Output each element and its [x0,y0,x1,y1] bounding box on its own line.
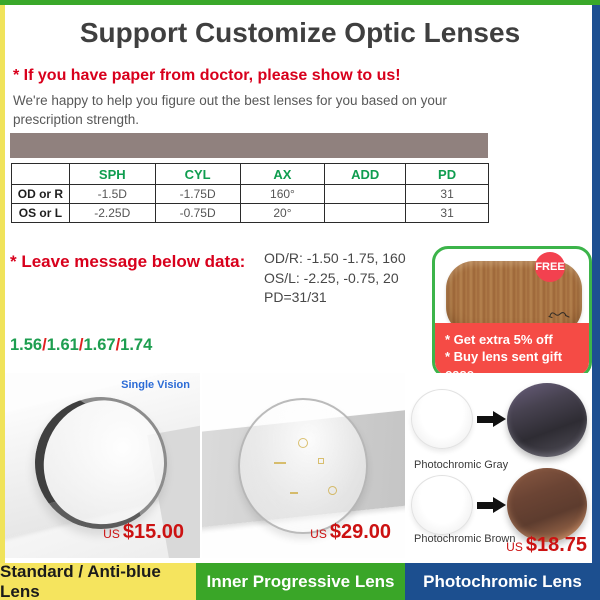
brown-tinted-lens-image [507,468,587,542]
photochromic-gray-label: Photochromic Gray [414,459,509,471]
prescription-table: SPH CYL AX ADD PD OD or R -1.5D -1.75D 1… [11,163,489,223]
refractive-index-list: 1.56/1.61/1.67/1.74 [10,336,152,355]
photochromic-brown-label: Photochromic Brown [414,533,516,545]
promo-line-gift-case: * Buy lens sent gift case [445,349,563,378]
price-amount: $18.75 [525,534,587,556]
cell-od-cyl: -1.75D [154,184,241,204]
arrow-right-icon [477,497,507,513]
promo-band: * Get extra 5% off * Buy lens sent gift … [435,323,589,375]
currency-label: US [310,527,327,541]
table-row: OS or L -2.25D -0.75D 20° 31 [11,203,489,223]
row-label-os: OS or L [11,203,70,223]
index-167: 1.67 [83,336,116,354]
message-line-osl: OS/L: -2.25, -0.75, 20 [264,269,399,286]
price-amount: $29.00 [329,521,391,543]
col-header-cyl: CYL [154,163,241,185]
right-border [592,5,600,563]
divider-bar [10,133,488,158]
message-line-odr: OD/R: -1.50 -1.75, 160 [264,250,406,266]
gray-tinted-lens-image [507,383,587,457]
index-174: 1.74 [120,336,153,354]
clear-lens-image [411,389,473,449]
free-badge: FREE [535,252,565,282]
progressive-lens-image [238,398,368,534]
cell-od-ax: 160° [239,184,326,204]
doctor-note: * If you have paper from doctor, please … [13,67,401,84]
cell-os-pd: 31 [405,203,489,223]
standard-lens-photo: Single Vision US $15.00 [5,373,200,558]
currency-label: US [506,540,523,554]
standard-lens-price: US $15.00 [103,521,184,544]
top-border [0,0,600,5]
currency-label: US [103,527,120,541]
progressive-lens-photo: US $29.00 [202,373,405,558]
corner-cell [11,163,70,185]
glasses-logo-icon [548,307,570,325]
cell-os-add [324,203,407,223]
arrow-right-icon [477,411,507,427]
prescription-message: OD/R: -1.50 -1.75, 160 OS/L: -2.25, -0.7… [264,249,406,308]
index-161: 1.61 [46,336,79,354]
gift-case-card: FREE * Get extra 5% off * Buy lens sent … [432,246,592,378]
price-amount: $15.00 [122,521,184,543]
message-line-pd: PD=31/31 [264,289,327,305]
col-header-add: ADD [324,163,407,185]
cell-os-sph: -2.25D [68,203,156,223]
index-separator: / [115,336,121,354]
cell-od-sph: -1.5D [68,184,156,204]
col-header-pd: PD [405,163,489,185]
table-header-row: SPH CYL AX ADD PD [11,163,489,185]
page-title: Support Customize Optic Lenses [79,17,521,48]
photochromic-lens-photo: Photochromic Gray Photochromic Brown US $… [405,373,592,558]
lens-category-tabs: Standard / Anti-blue Lens Inner Progress… [0,562,600,600]
photochromic-lens-price: US $18.75 [506,534,587,557]
col-header-sph: SPH [68,163,156,185]
tab-inner-progressive-lens: Inner Progressive Lens [196,563,405,600]
cell-od-pd: 31 [405,184,489,204]
table-row: OD or R -1.5D -1.75D 160° 31 [11,184,489,204]
cell-od-add [324,184,407,204]
intro-text: We're happy to help you figure out the b… [13,93,447,127]
cell-os-cyl: -0.75D [154,203,241,223]
tab-standard-antiblue-lens: Standard / Anti-blue Lens [0,562,196,600]
clear-lens-image [411,475,473,535]
index-separator: / [78,336,84,354]
progressive-lens-price: US $29.00 [310,521,391,544]
col-header-ax: AX [239,163,326,185]
tab-photochromic-lens: Photochromic Lens [405,563,600,600]
cell-os-ax: 20° [239,203,326,223]
leave-message-label: * Leave message below data: [10,252,246,271]
row-label-od: OD or R [11,184,70,204]
index-separator: / [42,336,47,354]
left-border [0,5,5,563]
index-156: 1.56 [10,336,43,354]
promo-line-discount: * Get extra 5% off [445,332,553,347]
single-vision-tag: Single Vision [121,379,190,391]
